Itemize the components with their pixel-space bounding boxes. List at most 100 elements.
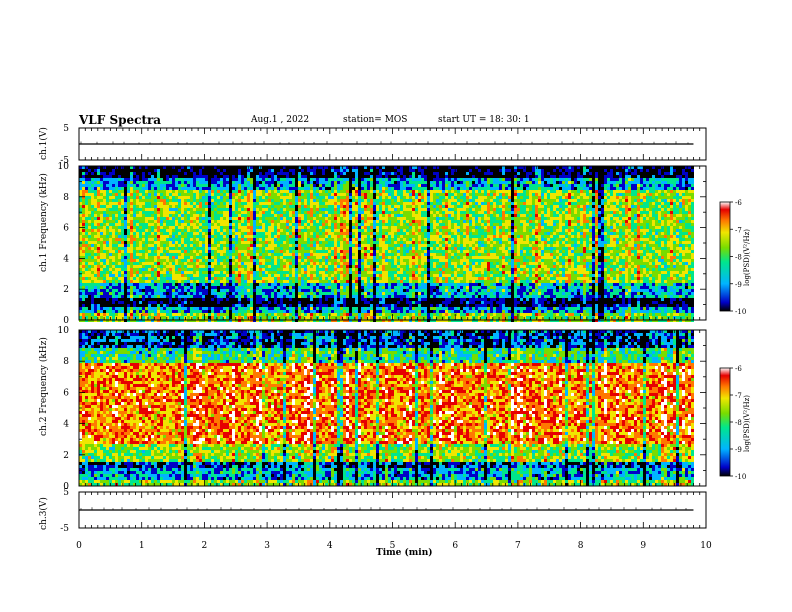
spectrogram-cell bbox=[271, 310, 274, 313]
spectrogram-cell bbox=[127, 232, 130, 235]
spectrogram-cell bbox=[115, 268, 118, 271]
spectrogram-cell bbox=[154, 175, 157, 178]
spectrogram-cell bbox=[304, 241, 307, 244]
spectrogram-cell bbox=[130, 178, 133, 181]
spectrogram-cell bbox=[199, 316, 202, 319]
spectrogram-cell bbox=[148, 169, 151, 172]
spectrogram-cell bbox=[145, 238, 148, 241]
spectrogram-cell bbox=[310, 208, 313, 211]
spectrogram-cell bbox=[331, 313, 334, 316]
spectrogram-cell bbox=[145, 292, 148, 295]
spectrogram-cell bbox=[100, 217, 103, 220]
spectrogram-cell bbox=[352, 196, 355, 199]
spectrogram-cell bbox=[292, 301, 295, 304]
spectrogram-cell bbox=[307, 244, 310, 247]
spectrogram-cell bbox=[151, 256, 154, 259]
spectrogram-cell bbox=[301, 298, 304, 301]
spectrogram-cell bbox=[259, 202, 262, 205]
spectrogram-cell bbox=[82, 169, 85, 172]
spectrogram-cell bbox=[361, 223, 364, 226]
spectrogram-cell bbox=[139, 199, 142, 202]
spectrogram-cell bbox=[172, 169, 175, 172]
spectrogram-cell bbox=[223, 169, 226, 172]
spectrogram-cell bbox=[88, 250, 91, 253]
spectrogram-cell bbox=[250, 178, 253, 181]
spectrogram-cell bbox=[337, 184, 340, 187]
spectrogram-cell bbox=[316, 193, 319, 196]
spectrogram-cell bbox=[328, 286, 331, 289]
spectrogram-cell bbox=[340, 277, 343, 280]
spectrogram-cell bbox=[241, 313, 244, 316]
spectrogram-cell bbox=[283, 190, 286, 193]
spectrogram-cell bbox=[160, 205, 163, 208]
spectrogram-cell bbox=[157, 187, 160, 190]
spectrogram-cell bbox=[301, 277, 304, 280]
spectrogram-cell bbox=[310, 235, 313, 238]
spectrogram-cell bbox=[100, 265, 103, 268]
spectrogram-cell bbox=[223, 205, 226, 208]
spectrogram-cell bbox=[325, 211, 328, 214]
spectrogram-cell bbox=[85, 280, 88, 283]
spectrogram-cell bbox=[304, 229, 307, 232]
spectrogram-cell bbox=[262, 178, 265, 181]
spectrogram-cell bbox=[79, 241, 82, 244]
spectrogram-cell bbox=[79, 190, 82, 193]
spectrogram-cell bbox=[244, 307, 247, 310]
spectrogram-cell bbox=[214, 223, 217, 226]
spectrogram-cell bbox=[340, 316, 343, 319]
spectrogram-cell bbox=[208, 193, 211, 196]
spectrogram-cell bbox=[163, 259, 166, 262]
spectrogram-cell bbox=[175, 316, 178, 319]
spectrogram-cell bbox=[157, 202, 160, 205]
spectrogram-cell bbox=[298, 232, 301, 235]
spectrogram-cell bbox=[304, 259, 307, 262]
spectrogram-cell bbox=[217, 274, 220, 277]
spectrogram-cell bbox=[151, 301, 154, 304]
spectrogram-cell bbox=[361, 202, 364, 205]
spectrogram-cell bbox=[364, 175, 367, 178]
spectrogram-cell bbox=[82, 295, 85, 298]
spectrogram-cell bbox=[202, 238, 205, 241]
spectrogram-cell bbox=[79, 301, 82, 304]
spectrogram-cell bbox=[202, 277, 205, 280]
spectrogram-cell bbox=[205, 304, 208, 307]
spectrogram-cell bbox=[337, 223, 340, 226]
spectrogram-cell bbox=[223, 271, 226, 274]
spectrogram-cell bbox=[214, 247, 217, 250]
spectrogram-cell bbox=[358, 220, 361, 223]
spectrogram-cell bbox=[97, 223, 100, 226]
spectrogram-cell bbox=[253, 199, 256, 202]
spectrogram-cell bbox=[85, 190, 88, 193]
spectrogram-cell bbox=[124, 277, 127, 280]
spectrogram-cell bbox=[160, 166, 163, 169]
spectrogram-cell bbox=[313, 175, 316, 178]
spectrogram-cell bbox=[247, 205, 250, 208]
spectrogram-cell bbox=[250, 238, 253, 241]
spectrogram-cell bbox=[334, 316, 337, 319]
spectrogram-cell bbox=[196, 289, 199, 292]
spectrogram-cell bbox=[352, 205, 355, 208]
spectrogram-cell bbox=[265, 193, 268, 196]
spectrogram-cell bbox=[163, 280, 166, 283]
spectrogram-cell bbox=[226, 220, 229, 223]
spectrogram-cell bbox=[271, 289, 274, 292]
spectrogram-cell bbox=[94, 175, 97, 178]
spectrogram-cell bbox=[229, 298, 232, 301]
spectrogram-cell bbox=[133, 169, 136, 172]
spectrogram-cell bbox=[121, 208, 124, 211]
spectrogram-cell bbox=[304, 208, 307, 211]
spectrogram-cell bbox=[325, 172, 328, 175]
spectrogram-cell bbox=[346, 247, 349, 250]
spectrogram-cell bbox=[340, 247, 343, 250]
spectrogram-cell bbox=[139, 193, 142, 196]
spectrogram-cell bbox=[319, 226, 322, 229]
spectrogram-cell bbox=[289, 268, 292, 271]
spectrogram-cell bbox=[340, 262, 343, 265]
spectrogram-cell bbox=[103, 235, 106, 238]
spectrogram-cell bbox=[208, 259, 211, 262]
spectrogram-cell bbox=[223, 238, 226, 241]
spectrogram-cell bbox=[109, 274, 112, 277]
spectrogram-cell bbox=[169, 316, 172, 319]
spectrogram-cell bbox=[211, 292, 214, 295]
spectrogram-cell bbox=[268, 211, 271, 214]
